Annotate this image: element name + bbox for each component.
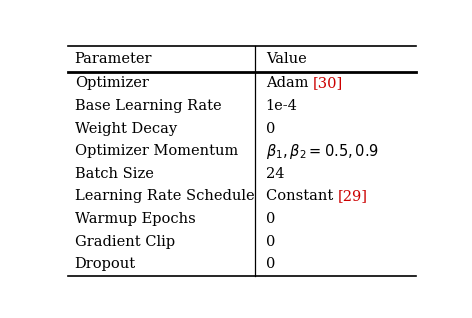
Text: 0: 0	[266, 121, 275, 135]
Text: Optimizer Momentum: Optimizer Momentum	[75, 144, 238, 158]
Text: Learning Rate Schedule: Learning Rate Schedule	[75, 190, 254, 204]
Text: Constant: Constant	[266, 190, 337, 204]
Text: Base Learning Rate: Base Learning Rate	[75, 99, 221, 113]
Text: Adam: Adam	[266, 76, 313, 90]
Text: Value: Value	[266, 52, 306, 66]
Text: Warmup Epochs: Warmup Epochs	[75, 212, 195, 226]
Text: Weight Decay: Weight Decay	[75, 121, 177, 135]
Text: Parameter: Parameter	[75, 52, 152, 66]
Text: 0: 0	[266, 212, 275, 226]
Text: [29]: [29]	[337, 190, 368, 204]
Text: 24: 24	[266, 167, 284, 181]
Text: Batch Size: Batch Size	[75, 167, 153, 181]
Text: Dropout: Dropout	[75, 257, 136, 271]
Text: [30]: [30]	[313, 76, 343, 90]
Text: 1e-4: 1e-4	[266, 99, 297, 113]
Text: Gradient Clip: Gradient Clip	[75, 235, 175, 249]
Text: 0: 0	[266, 235, 275, 249]
Text: Optimizer: Optimizer	[75, 76, 149, 90]
Text: 0: 0	[266, 257, 275, 271]
Text: $\beta_1,\beta_2=0.5,0.9$: $\beta_1,\beta_2=0.5,0.9$	[266, 142, 379, 161]
